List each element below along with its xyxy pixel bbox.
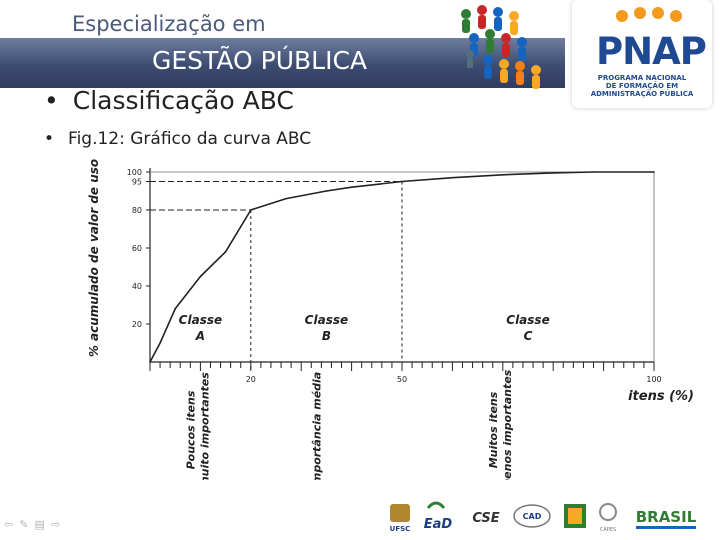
- abc-curve-point: [149, 361, 151, 363]
- brasil-logo: BRASIL: [634, 504, 698, 529]
- x-axis-label: itens (%): [628, 389, 694, 404]
- cad-logo-text: CAD: [523, 512, 542, 521]
- annotation-line-2: menos importantes: [501, 369, 514, 480]
- capes-logo-text: CAPES: [600, 527, 616, 533]
- x-tick-label: 50: [397, 375, 407, 384]
- bullet-text: Fig.12: Gráfico da curva ABC: [68, 129, 312, 149]
- y-tick-label: 80: [132, 206, 142, 215]
- abc-curve-point: [451, 176, 454, 179]
- next-arrow-icon[interactable]: ⇨: [50, 518, 67, 531]
- abc-curve-point: [224, 251, 227, 253]
- abc-curve-point: [502, 174, 504, 176]
- ead-logo: EaD: [424, 501, 453, 532]
- header-top-line: Especialização em: [72, 12, 266, 36]
- abc-curve-point: [250, 209, 252, 211]
- bullet-dot: •: [44, 86, 59, 115]
- pnap-subtitle: PROGRAMA NACIONAL DE FORMAÇÃO EM ADMINIS…: [586, 74, 698, 98]
- cad-logo: CAD: [513, 504, 551, 528]
- y-tick-label: 60: [132, 244, 142, 253]
- annotation-line-1: Importância média: [310, 372, 323, 480]
- y-tick-label: 40: [132, 282, 142, 291]
- footer-logos: UFSC EaD CSE CAD CAPES BRASIL: [390, 501, 698, 533]
- class-letter: A: [195, 329, 205, 343]
- pnap-subtitle-line: DE FORMAÇÃO EM: [605, 82, 679, 90]
- abc-curve-point: [199, 275, 202, 278]
- abc-curve-point: [325, 190, 328, 192]
- bullet-item: • Classificação ABC: [44, 86, 294, 115]
- x-tick-label: 100: [646, 375, 661, 384]
- abc-curve-point: [285, 197, 287, 200]
- abc-curve-point: [552, 172, 554, 174]
- ufsc-logo-text: UFSC: [390, 525, 411, 533]
- abc-curve-point: [174, 308, 176, 310]
- y-tick-label: 95: [132, 178, 142, 187]
- annotation-line-1: Muitos itens: [487, 391, 500, 468]
- people-figures-icon: [461, 5, 541, 89]
- abc-curve-point: [401, 180, 403, 183]
- abc-curve-point: [350, 186, 353, 188]
- prev-arrow-icon[interactable]: ⇦: [4, 518, 20, 531]
- ufsc-logo: UFSC: [390, 504, 411, 533]
- class-label: Classe: [305, 313, 348, 327]
- class-letter: B: [322, 329, 331, 343]
- pen-icon[interactable]: ✎: [19, 518, 35, 531]
- header-title: GESTÃO PÚBLICA: [152, 46, 368, 75]
- pnap-subtitle-line: PROGRAMA NACIONAL: [597, 74, 687, 82]
- pnap-people-icon: [616, 7, 682, 22]
- capes-logo: CAPES: [599, 503, 617, 533]
- bullet-text: Classificação ABC: [72, 86, 294, 115]
- pnap-logo: PNAP PROGRAMA NACIONAL DE FORMAÇÃO EM AD…: [572, 0, 712, 108]
- abc-curve-point: [159, 342, 161, 344]
- annotation-line-1: Poucos itens: [184, 390, 197, 469]
- class-label: Classe: [506, 313, 549, 327]
- y-tick-label: 100: [127, 168, 142, 177]
- pnap-subtitle-line: ADMINISTRAÇÃO PÚBLICA: [590, 90, 694, 98]
- cse-logo: CSE: [472, 511, 499, 526]
- x-tick-label: 20: [246, 375, 256, 384]
- menu-icon[interactable]: ▤: [34, 518, 51, 531]
- slide-navigation[interactable]: ⇦✎▤⇨: [4, 518, 66, 531]
- chart-container: 100 95 80 60 40 20 20 50 100 Classe A Classe B Classe…: [28, 150, 720, 490]
- abc-curve-point: [592, 171, 595, 173]
- abc-curve-point: [653, 171, 655, 173]
- bullet-dot: •: [44, 129, 55, 149]
- bullet-item: • Fig.12: Gráfico da curva ABC: [44, 129, 311, 149]
- class-label: Classe: [179, 313, 222, 327]
- annotation-line-2: muito importantes: [198, 372, 211, 480]
- brasil-logo-text: BRASIL: [636, 508, 697, 526]
- cse-logo-text: CSE: [472, 511, 499, 526]
- y-axis-label: % acumulado de valor de uso: [87, 159, 101, 357]
- pnap-wordmark: PNAP: [596, 30, 707, 73]
- y-tick-label: 20: [132, 320, 142, 329]
- ead-logo-text: EaD: [424, 517, 453, 532]
- class-letter: C: [524, 329, 533, 343]
- university-logo: [564, 504, 586, 528]
